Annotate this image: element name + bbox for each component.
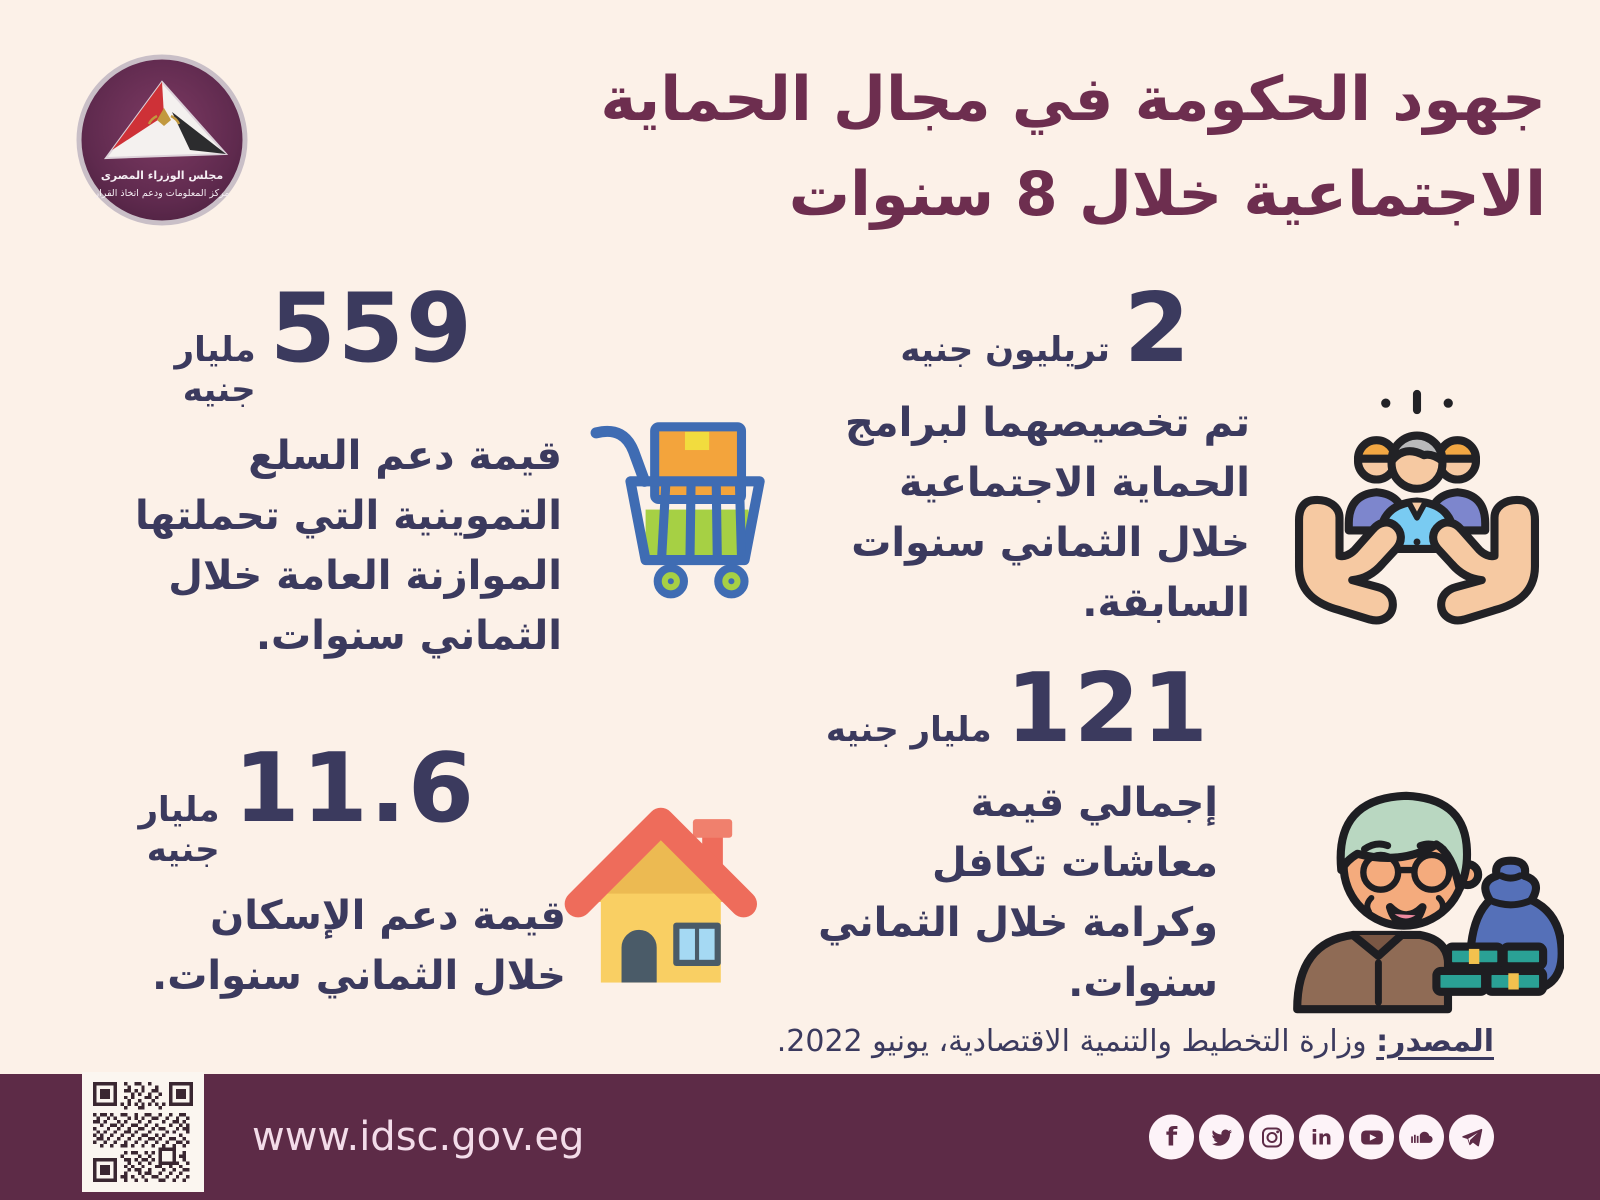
idsc-logo-graphic: مجلس الوزراء المصرى مركز المعلومات ودعم …: [76, 54, 248, 226]
stat-pensions-figure: 121 مليار جنيه: [816, 662, 1218, 757]
stat-housing-text: 11.6 مليار جنيه قيمة دعم الإسكان خلال ال…: [122, 742, 566, 1006]
stat-allocation-text: 2 تريليون جنيه تم تخصيصهما لبرامج الحماي…: [814, 282, 1250, 633]
qr-code: [82, 1072, 204, 1192]
stat-unit: تريليون جنيه: [900, 330, 1110, 370]
logo-org-line2: مركز المعلومات ودعم اتخاذ القرار: [94, 188, 230, 199]
source-label: المصدر:: [1376, 1024, 1494, 1059]
twitter-icon[interactable]: [1199, 1114, 1244, 1160]
stat-value: 121: [1005, 654, 1210, 764]
stat-value: 559: [269, 274, 474, 384]
idsc-cabinet-logo: مجلس الوزراء المصرى مركز المعلومات ودعم …: [74, 52, 250, 228]
stat-unit: مليار جنيه: [825, 710, 992, 750]
linkedin-icon[interactable]: in: [1299, 1114, 1344, 1160]
stat-description: قيمة دعم السلع التموينية التي تحملتها ال…: [134, 433, 562, 659]
youtube-icon[interactable]: [1349, 1114, 1394, 1160]
stat-description: تم تخصيصهما لبرامج الحماية الاجتماعية خل…: [844, 400, 1250, 626]
stat-unit: مليار جنيه: [138, 790, 220, 870]
stat-value: 2: [1123, 274, 1192, 384]
social-icons-row: f in: [1149, 1114, 1494, 1160]
telegram-icon[interactable]: [1449, 1114, 1494, 1160]
stat-pensions-text: 121 مليار جنيه إجمالي قيمة معاشات تكافل …: [816, 662, 1218, 1013]
page-title: جهود الحكومة في مجال الحماية الاجتماعية …: [446, 52, 1546, 242]
stat-housing-figure: 11.6 مليار جنيه: [122, 734, 566, 871]
shopping-cart-icon: [582, 396, 796, 604]
stat-description: إجمالي قيمة معاشات تكافل وكرامة خلال الث…: [818, 780, 1218, 1006]
page-title-line1: جهود الحكومة في مجال الحماية: [600, 64, 1546, 135]
stat-unit: مليار جنيه: [174, 330, 256, 410]
stat-commodities-figure: 559 مليار جنيه: [118, 274, 562, 411]
stat-value: 11.6: [233, 734, 476, 844]
soundcloud-icon[interactable]: [1399, 1114, 1444, 1160]
elderly-man-money-bag-icon: [1274, 758, 1566, 1018]
stat-description: قيمة دعم الإسكان خلال الثماني سنوات.: [152, 893, 566, 999]
source-note: المصدر: وزارة التخطيط والتنمية الاقتصادي…: [777, 1024, 1494, 1059]
stat-commodities-text: 559 مليار جنيه قيمة دعم السلع التموينية …: [118, 282, 562, 666]
website-url[interactable]: www.idsc.gov.eg: [252, 1114, 585, 1160]
house-icon: [556, 784, 776, 996]
logo-org-line1: مجلس الوزراء المصرى: [101, 169, 223, 182]
footer-bar: www.idsc.gov.eg f in: [0, 1072, 1600, 1200]
facebook-icon[interactable]: f: [1149, 1114, 1194, 1160]
instagram-icon[interactable]: [1249, 1114, 1294, 1160]
hands-holding-people-icon: [1284, 374, 1550, 644]
stat-allocation-figure: 2 تريليون جنيه: [814, 282, 1250, 377]
source-text: وزارة التخطيط والتنمية الاقتصادية، يونيو…: [776, 1024, 1377, 1059]
page-title-line2: الاجتماعية خلال 8 سنوات: [788, 159, 1546, 231]
